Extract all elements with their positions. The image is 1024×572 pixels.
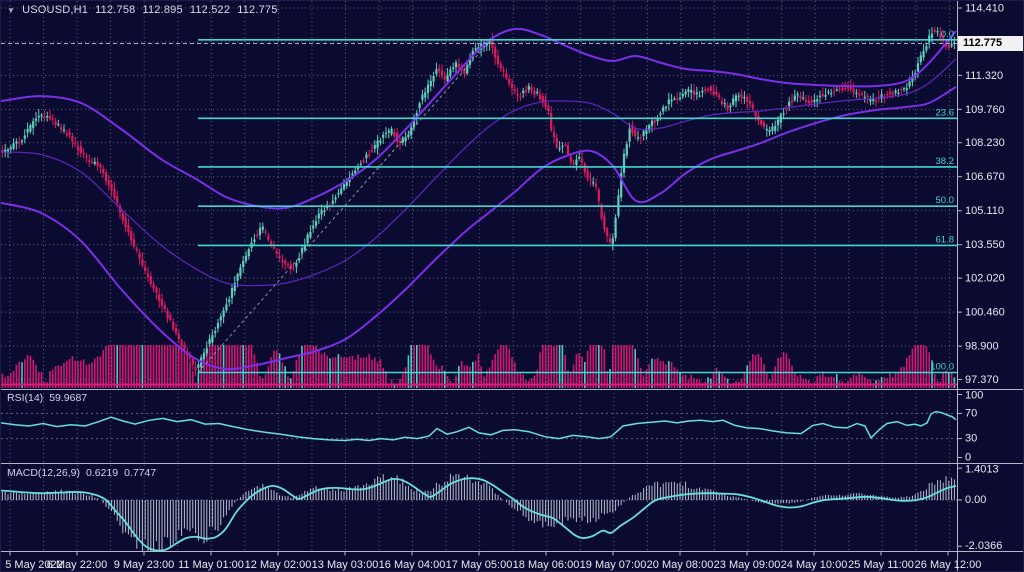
rsi-axis: 100 70 30 0 (957, 389, 983, 463)
time-axis-label: 19 May 07:00 (580, 559, 647, 571)
fibonacci-layer: 0.0 23.6 38.2 50.0 61.8 100.0 (197, 29, 957, 374)
macd-axis-label: -2.0366 (965, 540, 1002, 552)
time-axis-label: 24 May 10:00 (781, 559, 848, 571)
price-axis-label: 102.020 (965, 273, 1005, 285)
rsi-layer (1, 410, 957, 442)
price-axis-label: 98.900 (965, 341, 999, 353)
time-axis-label: 11 May 01:00 (178, 559, 244, 571)
price-axis-label: 103.550 (965, 239, 1005, 251)
price-axis-label: 111.320 (965, 70, 1003, 82)
time-axis-label: 13 May 03:00 (312, 559, 379, 571)
macd-axis-label: 1.4013 (965, 463, 999, 475)
time-axis-label: 23 May 09:00 (714, 559, 781, 571)
price-axis-label: 105.110 (965, 205, 1004, 217)
fib-level-label: 100.0 (930, 361, 954, 372)
macd-axis: 1.4013 0.00 -2.0366 (957, 463, 1002, 552)
fib-level-label: 23.6 (936, 107, 955, 118)
price-axis-label: 97.370 (965, 374, 999, 386)
rsi-axis-label: 0 (965, 451, 971, 463)
price-axis-label: 106.670 (965, 171, 1005, 183)
volume-layer (1, 345, 956, 388)
price-axis-label: 108.230 (965, 137, 1005, 149)
time-axis-label: 9 May 23:00 (114, 559, 175, 571)
rsi-axis-label: 70 (965, 407, 977, 419)
bollinger-bands-layer (1, 27, 957, 371)
price-axis-label: 109.760 (965, 104, 1005, 116)
time-axis-label: 12 May 02:00 (245, 559, 312, 571)
price-axis[interactable]: 114.410 111.320 109.760 108.230 106.670 105.1… (957, 2, 1005, 386)
rsi-axis-label: 100 (965, 389, 983, 401)
price-axis-label: 114.410 (965, 2, 1004, 14)
price-axis-label: 100.460 (965, 307, 1005, 319)
time-axis-label: 6 May 22:00 (47, 559, 108, 571)
fib-level-label: 0.0 (941, 29, 954, 40)
time-axis-label: 16 May 04:00 (379, 559, 446, 571)
fib-level-label: 61.8 (936, 234, 955, 245)
time-axis-label: 18 May 06:00 (513, 559, 580, 571)
time-axis-label: 26 May 12:00 (915, 559, 982, 571)
macd-layer (1, 473, 957, 552)
fib-level-label: 38.2 (936, 156, 955, 167)
grid-layer (1, 1, 957, 552)
rsi-axis-label: 30 (965, 433, 977, 445)
time-axis-label: 25 May 11:00 (848, 559, 914, 571)
time-axis-label: 17 May 05:00 (446, 559, 513, 571)
fib-level-label: 50.0 (936, 195, 955, 206)
time-axis-label: 5 May 2022 (5, 559, 62, 571)
macd-axis-label: 0.00 (965, 494, 986, 506)
time-axis-label: 20 May 08:00 (647, 559, 714, 571)
symbol-dropdown-icon[interactable]: ▼ (7, 5, 16, 15)
